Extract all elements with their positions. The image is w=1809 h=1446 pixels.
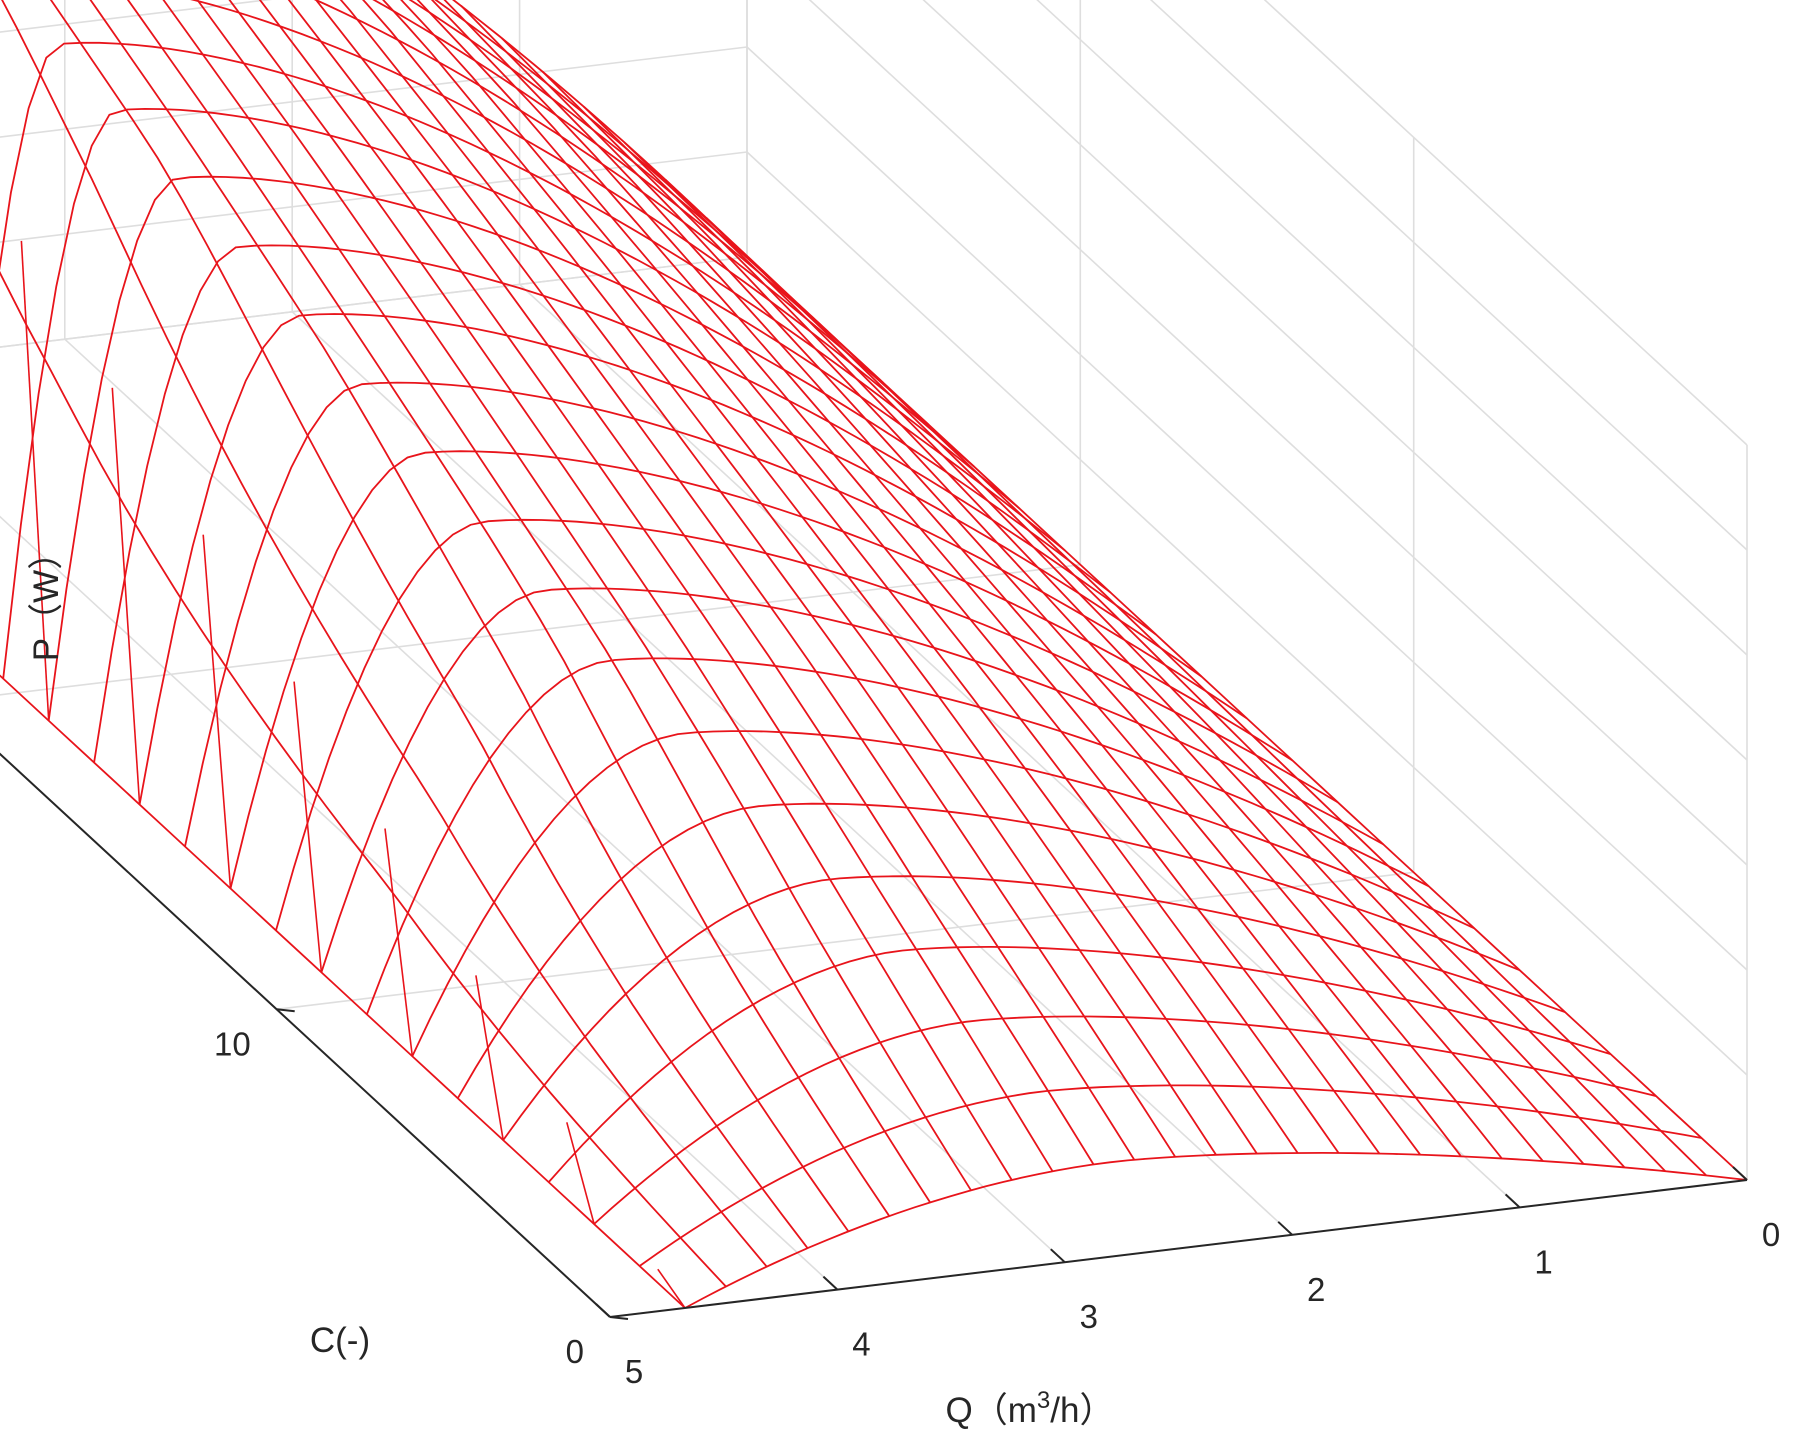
grid-line	[1036, 0, 1748, 656]
mesh-line	[1, 0, 768, 1268]
mesh-line	[384, 828, 414, 1057]
x-axis-line	[609, 1179, 1748, 1318]
surface-mesh	[0, 0, 1748, 1309]
grid-line	[0, 752, 611, 1318]
mesh-line	[408, 0, 839, 342]
mesh-line	[196, 0, 972, 1191]
grid-line	[0, 0, 273, 33]
mesh-line	[542, 71, 1544, 1162]
mesh-line	[0, 674, 686, 1309]
mesh-line	[502, 875, 1566, 1141]
mesh-line	[460, 5, 1462, 1157]
mesh-line	[362, 0, 1217, 1156]
x-tick-label: 3	[1080, 1298, 1098, 1335]
mesh-line	[314, 0, 1136, 1161]
grid-line	[1149, 0, 1748, 551]
mesh-line	[548, 945, 1611, 1183]
x-axis-label-base: Q（m	[946, 1391, 1037, 1430]
grid-line	[291, 311, 1293, 1236]
y-tick	[609, 1316, 629, 1320]
mesh-line	[228, 0, 1013, 1181]
x-axis-label: Q（m3/h）	[946, 1387, 1115, 1430]
grid-line	[0, 151, 748, 243]
grid-line	[1263, 0, 1748, 446]
mesh-line	[566, 1122, 595, 1225]
mesh-line	[382, 0, 1258, 1155]
mesh-line	[111, 387, 141, 805]
x-axis-label-sup: 3	[1037, 1387, 1050, 1414]
mesh-line	[49, 0, 809, 1249]
x-tick-label: 2	[1307, 1271, 1325, 1308]
grid-line	[519, 283, 1521, 1208]
mesh-line	[430, 0, 1381, 1155]
mesh-line	[501, 37, 1503, 1160]
mesh-line	[202, 534, 232, 889]
x-tick-label: 4	[852, 1326, 870, 1363]
mesh-line	[657, 1268, 686, 1309]
mesh-line	[275, 518, 1339, 931]
mesh-line	[400, 0, 1299, 1154]
grid-line	[0, 256, 748, 348]
mesh-line	[293, 681, 323, 973]
mesh-line	[287, 0, 1095, 1165]
mesh-line	[126, 0, 891, 1217]
mesh-line	[0, 270, 727, 1288]
y-tick-label: 10	[214, 1025, 251, 1062]
x-tick-label: 1	[1534, 1243, 1552, 1280]
mesh-line	[20, 240, 50, 721]
z-axis-label: P（W）	[27, 535, 66, 661]
x-tick	[1732, 1166, 1748, 1181]
mesh-line	[684, 1152, 1748, 1309]
grid-line	[0, 46, 748, 138]
mesh-line	[746, 256, 1748, 1181]
grid-line	[922, 0, 1748, 761]
grid-line	[276, 871, 1414, 1011]
mesh-line	[664, 178, 1666, 1172]
y-tick	[276, 1008, 295, 1013]
y-axis-line	[0, 752, 611, 1318]
mesh-line	[451, 0, 748, 258]
mesh-line	[89, 0, 850, 1232]
mesh-line	[443, 0, 1421, 1156]
mesh-line	[339, 0, 1176, 1158]
x-tick	[1504, 1193, 1521, 1209]
mesh-line	[705, 217, 1707, 1177]
axis-layer	[0, 752, 1748, 1320]
mesh-line	[623, 141, 1626, 1169]
mesh-line	[582, 105, 1585, 1165]
x-axis-label-tail: /h）	[1050, 1391, 1114, 1430]
mesh-line	[366, 657, 1430, 1015]
x-tick	[822, 1275, 839, 1291]
mesh-line	[475, 975, 504, 1141]
grid-layer	[0, 0, 1748, 1318]
mesh-line	[639, 1084, 1702, 1267]
y-axis-label: C(-)	[310, 1321, 370, 1360]
x-tick	[595, 1303, 611, 1318]
grid-line	[0, 256, 748, 348]
grid-line	[808, 0, 1748, 866]
mesh-line	[434, 0, 794, 300]
grid-line	[746, 46, 1748, 971]
x-tick-label: 5	[625, 1353, 643, 1390]
mesh-line	[184, 381, 1248, 847]
mesh-line	[258, 0, 1054, 1172]
mesh-line	[372, 0, 885, 384]
mesh-line	[416, 0, 1340, 1154]
x-tick	[1277, 1221, 1293, 1236]
label-layer: P（W） C(-) Q（m3/h） 0123450102030010020030…	[27, 535, 1780, 1430]
x-tick-label: 0	[1762, 1216, 1780, 1253]
grid-line	[0, 515, 838, 1291]
grid-line	[64, 338, 1066, 1263]
x-tick	[1050, 1248, 1066, 1263]
mesh-line	[162, 0, 931, 1203]
grid-line	[746, 151, 1748, 1076]
y-tick-label: 0	[566, 1333, 584, 1370]
grid-line	[0, 563, 1081, 696]
